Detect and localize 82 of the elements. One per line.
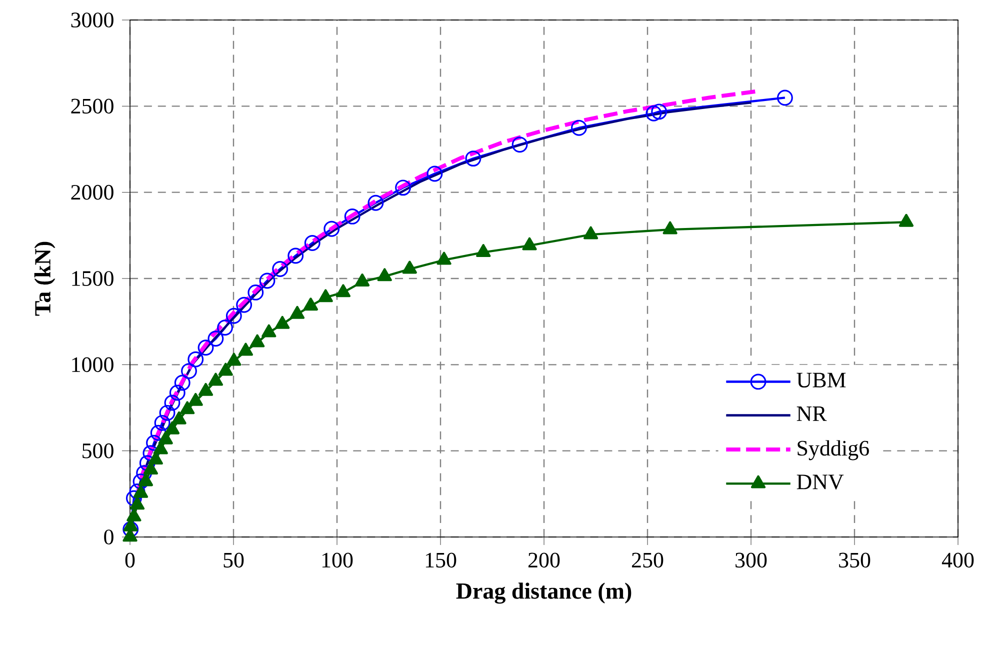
point: [402, 260, 417, 274]
y-tick-label: 3000: [71, 12, 114, 28]
point: [344, 208, 360, 224]
point: [336, 284, 351, 298]
point: [130, 496, 145, 510]
point: [146, 434, 162, 451]
x-tick-label: 150: [426, 552, 456, 568]
point: [180, 401, 195, 414]
point: [646, 105, 662, 122]
point: [172, 411, 186, 424]
x-tick-label: 300: [736, 552, 767, 568]
point: [133, 484, 148, 498]
legend-label: Syddig6: [798, 440, 869, 460]
point: [248, 284, 264, 300]
legend-label: NR: [796, 406, 827, 421]
point: [226, 308, 242, 324]
point: [218, 362, 233, 376]
point: [288, 248, 304, 264]
point: [571, 120, 587, 136]
point: [377, 268, 392, 282]
x-tick-label: 50: [224, 552, 244, 568]
x-tick-label: 200: [528, 552, 560, 568]
point: [158, 431, 173, 444]
y-tick-label: 1000: [72, 357, 114, 372]
point: [272, 261, 288, 277]
point: [436, 252, 452, 265]
x-tick-label: 400: [942, 552, 974, 568]
point: [169, 384, 186, 401]
point: [522, 237, 537, 250]
point: [324, 220, 340, 237]
point: [138, 473, 154, 486]
point: [465, 150, 482, 167]
point: [898, 214, 914, 227]
y-tick-label: 500: [82, 443, 114, 458]
y-tick-label: 0: [104, 530, 114, 544]
point: [188, 392, 203, 406]
point: [226, 352, 242, 366]
point: [651, 104, 668, 120]
point: [174, 374, 190, 391]
x-axis-title: Drag distance (m): [456, 582, 632, 604]
point: [208, 372, 224, 386]
legend-label: UBM: [796, 372, 846, 388]
point: [236, 296, 252, 313]
y-tick-label: 1500: [72, 271, 114, 286]
y-tick-label: 2500: [71, 98, 114, 114]
point: [426, 166, 443, 182]
point: [159, 404, 176, 421]
legend-label: DNV: [796, 474, 844, 490]
point: [776, 90, 793, 106]
point: [476, 244, 491, 257]
point: [164, 421, 180, 434]
point: [318, 289, 333, 302]
point: [259, 272, 276, 289]
x-tick-label: 250: [632, 552, 664, 568]
point: [181, 363, 197, 380]
point: [354, 274, 370, 286]
point: [662, 221, 678, 234]
point: [198, 340, 214, 356]
point: [303, 298, 318, 311]
point: [164, 394, 180, 411]
point: [304, 235, 320, 251]
y-axis-title: Ta (kN): [34, 242, 56, 316]
point: [395, 180, 412, 196]
point: [250, 334, 265, 348]
point: [583, 226, 598, 240]
y-tick-label: 2000: [71, 184, 114, 200]
point: [290, 306, 305, 319]
point: [126, 508, 142, 522]
point: [238, 342, 254, 356]
x-tick-label: 100: [322, 552, 353, 568]
point: [208, 330, 224, 347]
x-tick-label: 350: [839, 552, 870, 568]
point: [198, 382, 214, 396]
point: [262, 324, 276, 338]
x-tick-label: 0: [125, 552, 135, 568]
point: [154, 414, 170, 431]
point: [150, 424, 166, 441]
point: [217, 320, 233, 336]
point: [368, 194, 384, 211]
point: [275, 316, 290, 329]
point: [188, 351, 204, 368]
point: [512, 136, 528, 153]
